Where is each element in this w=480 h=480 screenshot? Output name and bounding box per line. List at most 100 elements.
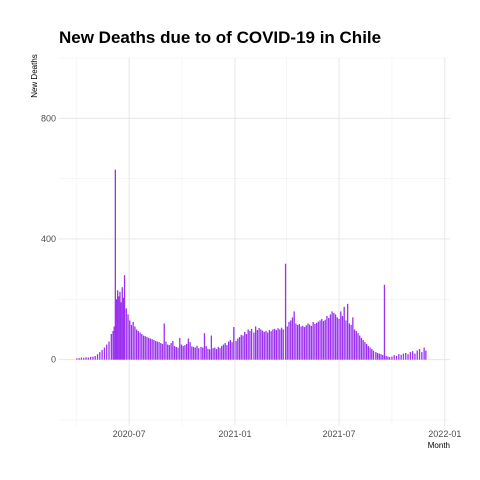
bar bbox=[305, 325, 307, 360]
bar bbox=[191, 346, 193, 360]
bar bbox=[249, 330, 251, 360]
bar bbox=[158, 342, 160, 360]
bar bbox=[233, 327, 235, 360]
bar bbox=[263, 331, 265, 360]
x-axis-title: Month bbox=[428, 441, 450, 450]
bar bbox=[123, 275, 126, 360]
bar bbox=[154, 340, 157, 360]
bar bbox=[210, 335, 213, 360]
bar bbox=[238, 337, 241, 360]
bar bbox=[108, 341, 110, 360]
bar bbox=[290, 320, 292, 360]
bar bbox=[388, 357, 391, 360]
bar bbox=[219, 348, 221, 360]
bar bbox=[94, 356, 96, 360]
bar bbox=[101, 349, 103, 360]
bar bbox=[245, 334, 248, 360]
bar bbox=[85, 357, 87, 360]
bar bbox=[273, 328, 276, 360]
bar bbox=[393, 355, 395, 360]
y-axis-title: New Deaths bbox=[30, 54, 39, 98]
bar bbox=[217, 346, 219, 360]
bar bbox=[387, 356, 389, 360]
bar bbox=[153, 340, 155, 360]
bar bbox=[141, 334, 143, 360]
bar bbox=[80, 357, 83, 360]
bar bbox=[321, 318, 323, 360]
bar bbox=[372, 350, 375, 360]
bar bbox=[76, 358, 78, 360]
bar bbox=[113, 326, 115, 360]
bar bbox=[134, 326, 136, 360]
bar bbox=[87, 357, 89, 360]
bar bbox=[282, 329, 284, 360]
bar bbox=[376, 353, 379, 360]
bar bbox=[275, 330, 277, 360]
bar bbox=[314, 324, 316, 360]
bar bbox=[96, 354, 99, 360]
bar bbox=[207, 348, 209, 360]
bar bbox=[353, 329, 356, 360]
bar bbox=[156, 341, 158, 360]
bar bbox=[402, 353, 405, 360]
bar bbox=[261, 330, 264, 360]
bar bbox=[250, 328, 253, 360]
bar bbox=[106, 344, 108, 360]
bar bbox=[418, 349, 421, 360]
bar bbox=[144, 336, 146, 360]
bar bbox=[110, 334, 112, 360]
bar bbox=[114, 169, 116, 360]
bar bbox=[409, 352, 411, 360]
bar bbox=[112, 330, 114, 360]
bar bbox=[121, 287, 123, 360]
bar bbox=[205, 346, 207, 360]
bar bbox=[237, 338, 239, 360]
bar bbox=[291, 317, 294, 360]
bar bbox=[272, 329, 274, 360]
bar bbox=[215, 349, 218, 360]
x-tick-label: 2021-07 bbox=[323, 429, 356, 439]
bar bbox=[400, 354, 402, 360]
bar bbox=[350, 324, 352, 360]
bar bbox=[103, 347, 106, 360]
bar bbox=[277, 328, 279, 360]
bar bbox=[378, 353, 380, 360]
bar bbox=[333, 312, 335, 360]
bar bbox=[309, 324, 311, 360]
bar bbox=[421, 352, 423, 360]
bar bbox=[170, 343, 172, 360]
bar bbox=[360, 337, 363, 360]
gridlines bbox=[59, 57, 450, 426]
y-tick-label: 0 bbox=[51, 355, 56, 365]
bar bbox=[267, 332, 269, 360]
bar bbox=[348, 323, 351, 360]
bar bbox=[298, 324, 300, 360]
bar bbox=[268, 330, 271, 360]
bar bbox=[120, 302, 122, 360]
bar bbox=[184, 345, 186, 360]
bar bbox=[130, 324, 133, 360]
chart-title: New Deaths due to of COVID-19 in Chile bbox=[59, 28, 381, 47]
bar bbox=[200, 346, 202, 360]
bar bbox=[411, 351, 414, 360]
bar bbox=[127, 314, 129, 360]
bar bbox=[118, 296, 120, 360]
bar bbox=[425, 350, 427, 360]
bar bbox=[336, 317, 338, 360]
x-tick-label: 2020-07 bbox=[113, 429, 146, 439]
bar bbox=[209, 349, 211, 360]
bar bbox=[247, 329, 249, 360]
bar bbox=[240, 334, 242, 360]
bar bbox=[192, 346, 195, 360]
bar bbox=[414, 353, 416, 360]
bar bbox=[83, 357, 85, 360]
bar bbox=[365, 343, 368, 360]
bar bbox=[369, 347, 371, 360]
bar bbox=[295, 323, 297, 360]
bar bbox=[256, 330, 259, 360]
bar bbox=[198, 348, 200, 360]
bar bbox=[142, 335, 145, 360]
y-tick-label: 800 bbox=[41, 113, 56, 123]
